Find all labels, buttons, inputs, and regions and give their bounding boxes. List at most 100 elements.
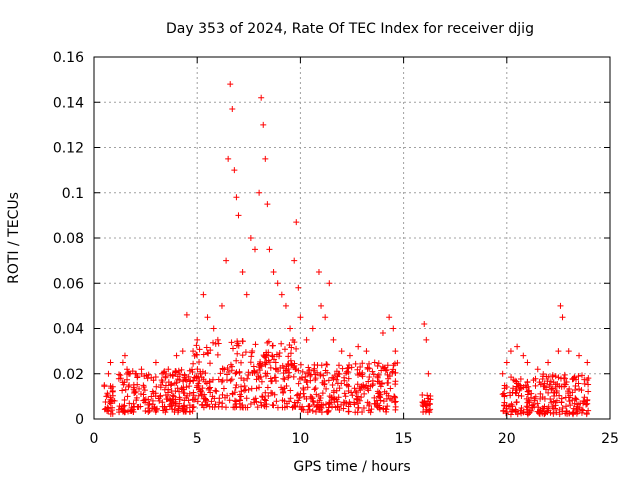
band-point xyxy=(152,406,159,413)
data-point xyxy=(363,348,370,355)
band-point xyxy=(119,408,126,415)
band-point xyxy=(264,339,271,346)
band-point xyxy=(286,369,293,376)
data-point xyxy=(121,352,128,359)
y-tick-label: 0.08 xyxy=(53,231,84,247)
band-point xyxy=(167,381,174,388)
band-point xyxy=(311,386,318,393)
band-point xyxy=(342,393,349,400)
band-point xyxy=(174,376,181,383)
band-point xyxy=(536,379,543,386)
band-point xyxy=(262,370,269,377)
data-point xyxy=(264,201,271,208)
band-point xyxy=(363,382,370,389)
data-point xyxy=(559,314,566,321)
band-point xyxy=(133,394,140,401)
band-point xyxy=(549,373,556,380)
band-point xyxy=(547,395,554,402)
band-point xyxy=(419,399,426,406)
y-axis-ticks: 0 0.02 0.04 0.06 0.08 0.1 0.12 0.14 0.16 xyxy=(53,50,610,428)
band-point xyxy=(233,381,240,388)
band-point xyxy=(219,403,226,410)
band-point xyxy=(578,387,585,394)
band-point xyxy=(356,370,363,377)
band-point xyxy=(233,398,240,405)
band-point xyxy=(507,411,514,418)
data-point xyxy=(330,336,337,343)
band-point xyxy=(159,403,166,410)
band-point xyxy=(247,359,254,366)
band-point xyxy=(267,364,274,371)
band-point xyxy=(543,384,550,391)
band-point xyxy=(269,390,276,397)
band-point xyxy=(238,359,245,366)
band-point xyxy=(523,406,530,413)
data-point xyxy=(105,370,112,377)
band-point xyxy=(330,375,337,382)
band-point xyxy=(351,385,358,392)
band-point xyxy=(330,387,337,394)
band-point xyxy=(387,385,394,392)
band-point xyxy=(248,349,255,356)
band-point xyxy=(224,392,231,399)
data-point xyxy=(204,314,211,321)
band-point xyxy=(176,400,183,407)
data-point xyxy=(229,106,236,113)
data-point xyxy=(326,280,333,287)
band-point xyxy=(354,393,361,400)
band-point xyxy=(380,405,387,412)
x-tick-label: 10 xyxy=(291,431,309,447)
y-tick-label: 0.12 xyxy=(53,141,84,157)
band-point xyxy=(178,366,185,373)
band-point xyxy=(313,391,320,398)
band-point xyxy=(131,403,138,410)
data-point xyxy=(165,366,172,373)
band-point xyxy=(550,410,557,417)
band-point xyxy=(323,361,330,368)
band-point xyxy=(279,362,286,369)
band-point xyxy=(276,349,283,356)
band-point xyxy=(206,385,213,392)
data-point xyxy=(111,397,118,404)
band-point xyxy=(194,398,201,405)
band-point xyxy=(571,400,578,407)
band-point xyxy=(367,409,374,416)
data-point xyxy=(371,359,378,366)
band-point xyxy=(194,351,201,358)
band-point xyxy=(142,399,149,406)
band-point xyxy=(259,394,266,401)
data-point xyxy=(194,336,201,343)
band-point xyxy=(257,362,264,369)
data-point xyxy=(423,336,430,343)
data-point xyxy=(183,311,190,318)
data-point xyxy=(322,314,329,321)
data-point xyxy=(227,81,234,88)
band-point xyxy=(304,384,311,391)
band-point xyxy=(329,381,336,388)
band-point xyxy=(353,389,360,396)
band-point xyxy=(309,407,316,414)
band-point xyxy=(254,404,261,411)
band-point xyxy=(420,409,427,416)
band-point xyxy=(287,350,294,357)
data-point xyxy=(338,348,345,355)
band-point xyxy=(357,364,364,371)
band-point xyxy=(328,394,335,401)
band-point xyxy=(294,391,301,398)
band-point xyxy=(427,393,434,400)
band-point xyxy=(160,407,167,414)
band-point xyxy=(535,404,542,411)
band-point xyxy=(265,349,272,356)
band-point xyxy=(189,404,196,411)
band-point xyxy=(541,408,548,415)
band-point xyxy=(383,408,390,415)
data-point xyxy=(109,388,116,395)
band-point xyxy=(199,402,206,409)
y-tick-label: 0.04 xyxy=(53,322,84,338)
data-point xyxy=(291,257,298,264)
band-point xyxy=(354,381,361,388)
band-point xyxy=(309,397,316,404)
band-point xyxy=(527,394,534,401)
data-point xyxy=(258,94,265,101)
